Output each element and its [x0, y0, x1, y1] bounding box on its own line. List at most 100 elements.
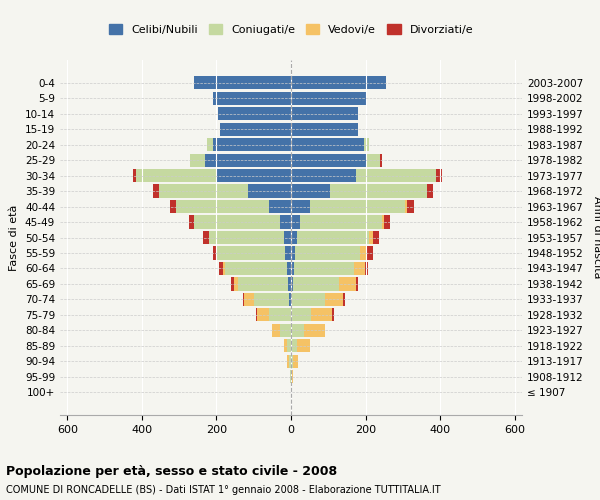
Bar [332, 308, 334, 322]
Bar [234, 278, 238, 290]
Bar [207, 138, 213, 151]
Bar [194, 216, 280, 228]
Bar [289, 354, 291, 368]
Bar [291, 246, 295, 260]
Bar [356, 169, 436, 182]
Bar [291, 354, 293, 368]
Bar [369, 231, 373, 244]
Bar [287, 262, 291, 275]
Bar [291, 154, 365, 166]
Bar [217, 169, 291, 182]
Bar [292, 370, 293, 384]
Bar [213, 246, 217, 260]
Bar [293, 278, 340, 290]
Bar [291, 324, 304, 337]
Bar [238, 278, 288, 290]
Bar [407, 200, 414, 213]
Bar [291, 386, 292, 399]
Bar [231, 278, 234, 290]
Bar [291, 122, 358, 136]
Bar [291, 92, 365, 105]
Bar [280, 324, 291, 337]
Bar [176, 200, 269, 213]
Bar [203, 231, 209, 244]
Y-axis label: Anni di nascita: Anni di nascita [592, 196, 600, 279]
Y-axis label: Fasce di età: Fasce di età [10, 204, 19, 270]
Bar [257, 308, 269, 322]
Bar [280, 216, 291, 228]
Bar [153, 184, 159, 198]
Bar [330, 184, 427, 198]
Bar [288, 278, 291, 290]
Bar [269, 308, 291, 322]
Bar [291, 138, 364, 151]
Bar [356, 278, 358, 290]
Bar [291, 340, 296, 352]
Bar [427, 184, 433, 198]
Bar [290, 370, 291, 384]
Bar [311, 308, 332, 322]
Bar [284, 340, 287, 352]
Text: COMUNE DI RONCADELLE (BS) - Dati ISTAT 1° gennaio 2008 - Elaborazione TUTTITALIA: COMUNE DI RONCADELLE (BS) - Dati ISTAT 1… [6, 485, 440, 495]
Text: Popolazione per età, sesso e stato civile - 2008: Popolazione per età, sesso e stato civil… [6, 465, 337, 478]
Bar [194, 76, 291, 90]
Bar [286, 246, 291, 260]
Bar [289, 293, 291, 306]
Bar [269, 200, 291, 213]
Bar [436, 169, 442, 182]
Bar [384, 216, 390, 228]
Bar [291, 308, 311, 322]
Bar [254, 293, 289, 306]
Bar [220, 262, 223, 275]
Bar [287, 340, 291, 352]
Bar [256, 308, 257, 322]
Bar [291, 76, 386, 90]
Bar [220, 122, 291, 136]
Bar [242, 293, 244, 306]
Bar [373, 231, 379, 244]
Bar [364, 138, 369, 151]
Bar [188, 216, 194, 228]
Bar [382, 216, 384, 228]
Bar [170, 200, 176, 213]
Bar [272, 324, 280, 337]
Bar [310, 200, 404, 213]
Bar [225, 262, 287, 275]
Bar [340, 278, 356, 290]
Bar [205, 154, 291, 166]
Bar [296, 340, 310, 352]
Bar [159, 184, 248, 198]
Bar [217, 246, 286, 260]
Bar [295, 246, 360, 260]
Bar [294, 262, 353, 275]
Legend: Celibi/Nubili, Coniugati/e, Vedovi/e, Divorziati/e: Celibi/Nubili, Coniugati/e, Vedovi/e, Di… [104, 20, 478, 39]
Bar [353, 262, 365, 275]
Bar [293, 354, 298, 368]
Bar [360, 246, 367, 260]
Bar [380, 154, 382, 166]
Bar [213, 92, 291, 105]
Bar [365, 262, 368, 275]
Bar [291, 262, 294, 275]
Bar [291, 216, 301, 228]
Bar [304, 324, 325, 337]
Bar [367, 246, 373, 260]
Bar [213, 138, 291, 151]
Bar [296, 231, 369, 244]
Bar [133, 169, 136, 182]
Bar [190, 154, 205, 166]
Bar [291, 370, 292, 384]
Bar [209, 231, 284, 244]
Bar [284, 231, 291, 244]
Bar [218, 107, 291, 120]
Bar [291, 293, 325, 306]
Bar [248, 184, 291, 198]
Bar [291, 278, 293, 290]
Bar [291, 200, 310, 213]
Bar [291, 184, 330, 198]
Bar [291, 169, 356, 182]
Bar [365, 154, 380, 166]
Bar [136, 169, 217, 182]
Bar [343, 293, 345, 306]
Bar [291, 107, 358, 120]
